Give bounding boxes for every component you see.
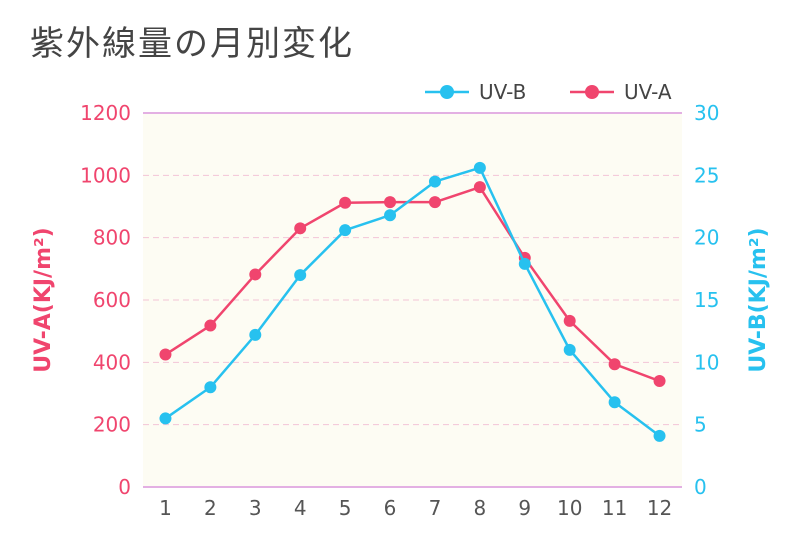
data-point-uv-b bbox=[608, 396, 621, 409]
right-axis-tick-label: 30 bbox=[694, 101, 719, 125]
right-axis-tick-label: 25 bbox=[694, 163, 719, 187]
data-point-uv-a bbox=[159, 348, 172, 361]
data-point-uv-a bbox=[563, 314, 576, 327]
left-axis-tick-label: 0 bbox=[118, 475, 131, 499]
x-axis-tick-label: 12 bbox=[647, 496, 672, 520]
data-point-uv-b bbox=[473, 161, 486, 174]
series-line-uv-a bbox=[164, 185, 660, 383]
x-axis-tick-label: 6 bbox=[384, 496, 397, 520]
data-point-uv-a bbox=[608, 358, 621, 371]
x-axis-tick-label: 3 bbox=[249, 496, 262, 520]
data-point-uv-b bbox=[384, 209, 397, 222]
right-axis-tick-label: 20 bbox=[694, 226, 719, 250]
right-axis-tick-label: 15 bbox=[694, 288, 719, 312]
data-point-uv-b bbox=[159, 412, 172, 425]
x-axis-tick-label: 1 bbox=[159, 496, 172, 520]
left-axis-label: UV-A(KJ/m²) bbox=[31, 227, 56, 372]
data-point-uv-b bbox=[428, 175, 441, 188]
series-line-uv-b bbox=[164, 166, 661, 437]
data-point-uv-a bbox=[653, 375, 666, 388]
legend-marker-uv-a bbox=[585, 85, 599, 99]
data-point-uv-a bbox=[384, 196, 397, 209]
right-axis-tick-label: 0 bbox=[694, 475, 707, 499]
data-point-uv-a bbox=[428, 196, 441, 209]
legend-label-uv-b: UV-B bbox=[479, 80, 526, 104]
data-point-uv-a bbox=[249, 268, 262, 281]
data-point-uv-b bbox=[653, 429, 666, 442]
chart-title: 紫外線量の月別変化 bbox=[30, 24, 354, 64]
left-axis-tick-label: 200 bbox=[93, 413, 131, 437]
data-point-uv-b bbox=[339, 224, 352, 237]
left-axis-tick-label: 1000 bbox=[80, 163, 131, 187]
right-axis-tick-label: 5 bbox=[694, 413, 707, 437]
left-axis-tick-label: 1200 bbox=[80, 101, 131, 125]
left-axis-tick-label: 800 bbox=[93, 226, 131, 250]
x-axis-tick-label: 9 bbox=[518, 496, 531, 520]
x-axis-tick-label: 5 bbox=[339, 496, 352, 520]
data-point-uv-a bbox=[294, 222, 307, 235]
data-point-uv-a bbox=[204, 319, 217, 332]
x-axis-tick-label: 4 bbox=[294, 496, 307, 520]
data-point-uv-b bbox=[563, 343, 576, 356]
left-axis-tick-label: 600 bbox=[93, 288, 131, 312]
x-axis-tick-label: 11 bbox=[602, 496, 627, 520]
left-axis-tick-label: 400 bbox=[93, 350, 131, 374]
data-point-uv-b bbox=[249, 328, 262, 341]
right-axis-tick-label: 10 bbox=[694, 350, 719, 374]
right-axis-label: UV-B(KJ/m²) bbox=[746, 227, 771, 372]
data-point-uv-b bbox=[518, 257, 531, 270]
legend-label-uv-a: UV-A bbox=[624, 80, 672, 104]
data-point-uv-b bbox=[204, 381, 217, 394]
x-axis-tick-label: 7 bbox=[429, 496, 442, 520]
x-axis-tick-label: 8 bbox=[474, 496, 487, 520]
data-point-uv-a bbox=[473, 181, 486, 194]
data-point-uv-b bbox=[294, 269, 307, 282]
data-point-uv-a bbox=[339, 196, 352, 209]
legend-marker-uv-b bbox=[440, 85, 454, 99]
x-axis-tick-label: 10 bbox=[557, 496, 582, 520]
x-axis-tick-label: 2 bbox=[204, 496, 217, 520]
